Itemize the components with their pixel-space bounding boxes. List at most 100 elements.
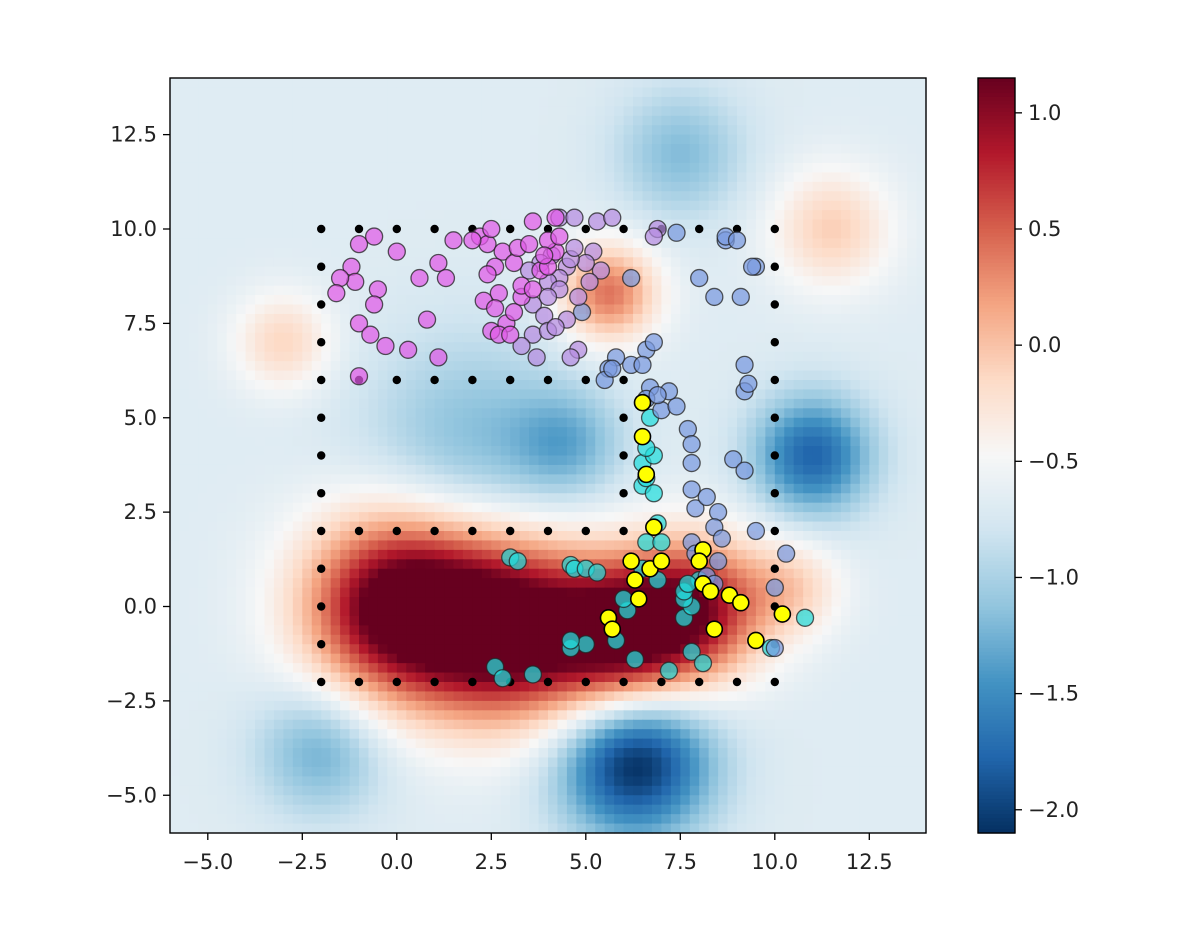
heatmap-cell (415, 464, 426, 475)
heatmap-cell (557, 502, 568, 513)
heatmap-cell (897, 304, 908, 315)
heatmap-cell (774, 540, 785, 551)
heatmap-cell (566, 191, 577, 202)
heatmap-cell (765, 436, 776, 447)
heatmap-cell (699, 446, 710, 457)
heatmap-cell (585, 455, 596, 466)
heatmap-cell (897, 653, 908, 664)
heatmap-cell (755, 578, 766, 589)
heatmap-cell (491, 587, 502, 598)
heatmap-cell (255, 549, 266, 560)
heatmap-cell (491, 455, 502, 466)
heatmap-cell (283, 578, 294, 589)
heatmap-cell (349, 219, 360, 230)
heatmap-cell (585, 398, 596, 409)
heatmap-cell (755, 295, 766, 306)
heatmap-cell (633, 502, 644, 513)
heatmap-cell (434, 502, 445, 513)
heatmap-cell (500, 134, 511, 145)
heatmap-cell (359, 531, 370, 542)
heatmap-cell (302, 398, 313, 409)
heatmap-cell (557, 78, 568, 89)
heatmap-cell (340, 342, 351, 353)
heatmap-cell (444, 115, 455, 126)
heatmap-cell (472, 615, 483, 626)
heatmap-cell (623, 417, 634, 428)
heatmap-cell (869, 446, 880, 457)
heatmap-cell (500, 351, 511, 362)
heatmap-cell (765, 606, 776, 617)
heatmap-cell (245, 653, 256, 664)
heatmap-cell (273, 417, 284, 428)
heatmap-cell (746, 96, 757, 107)
heatmap-cell (651, 351, 662, 362)
heatmap-cell (236, 380, 247, 391)
heatmap-cell (859, 295, 870, 306)
heatmap-cell (859, 313, 870, 324)
heatmap-cell (406, 597, 417, 608)
heatmap-cell (500, 663, 511, 674)
heatmap-cell (585, 134, 596, 145)
heatmap-cell (396, 295, 407, 306)
heatmap-cell (689, 96, 700, 107)
heatmap-cell (699, 106, 710, 117)
heatmap-cell (623, 153, 634, 164)
heatmap-cell (803, 106, 814, 117)
heatmap-cell (708, 257, 719, 268)
heatmap-cell (462, 455, 473, 466)
heatmap-cell (481, 162, 492, 173)
heatmap-cell (784, 96, 795, 107)
heatmap-cell (642, 172, 653, 183)
heatmap-cell (859, 153, 870, 164)
heatmap-cell (377, 380, 388, 391)
heatmap-cell (699, 115, 710, 126)
heatmap-cell (236, 531, 247, 542)
heatmap-cell (765, 172, 776, 183)
heatmap-cell (462, 247, 473, 258)
heatmap-cell (491, 210, 502, 221)
heatmap-cell (566, 181, 577, 192)
heatmap-cell (699, 521, 710, 532)
heatmap-cell (377, 162, 388, 173)
heatmap-cell (302, 266, 313, 277)
heatmap-cell (538, 408, 549, 419)
heatmap-cell (538, 78, 549, 89)
heatmap-cell (245, 257, 256, 268)
heatmap-cell (188, 446, 199, 457)
heatmap-cell (718, 162, 729, 173)
heatmap-cell (661, 370, 672, 381)
heatmap-cell (538, 87, 549, 98)
heatmap-cell (774, 427, 785, 438)
heatmap-cell (188, 162, 199, 173)
heatmap-cell (670, 87, 681, 98)
heatmap-cell (699, 625, 710, 636)
heatmap-cell (377, 134, 388, 145)
heatmap-cell (651, 210, 662, 221)
heatmap-cell (670, 436, 681, 447)
heatmap-cell (614, 238, 625, 249)
heatmap-cell (737, 266, 748, 277)
heatmap-cell (179, 87, 190, 98)
heatmap-cell (283, 285, 294, 296)
heatmap-cell (368, 266, 379, 277)
heatmap-cell (708, 540, 719, 551)
heatmap-cell (311, 653, 322, 664)
heatmap-cell (415, 172, 426, 183)
heatmap-cell (462, 559, 473, 570)
heatmap-cell (236, 446, 247, 457)
heatmap-cell (850, 540, 861, 551)
heatmap-cell (434, 285, 445, 296)
heatmap-cell (273, 87, 284, 98)
heatmap-cell (822, 96, 833, 107)
heatmap-cell (803, 436, 814, 447)
heatmap-cell (907, 200, 918, 211)
heatmap-cell (784, 295, 795, 306)
heatmap-cell (699, 436, 710, 447)
heatmap-cell (623, 634, 634, 645)
heatmap-cell (859, 606, 870, 617)
heatmap-cell (595, 181, 606, 192)
heatmap-cell (179, 455, 190, 466)
heatmap-cell (566, 304, 577, 315)
heatmap-cell (245, 153, 256, 164)
heatmap-cell (850, 578, 861, 589)
